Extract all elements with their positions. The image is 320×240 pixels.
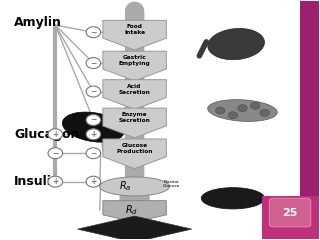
FancyArrowPatch shape — [199, 42, 206, 56]
Circle shape — [260, 109, 269, 116]
Text: Gastric
Emptying: Gastric Emptying — [119, 55, 150, 66]
FancyBboxPatch shape — [300, 1, 320, 239]
Circle shape — [86, 148, 101, 159]
Ellipse shape — [208, 29, 264, 60]
FancyBboxPatch shape — [261, 196, 319, 239]
Text: −: − — [90, 59, 97, 68]
Circle shape — [238, 105, 247, 112]
Circle shape — [86, 27, 101, 38]
Polygon shape — [103, 201, 166, 222]
Circle shape — [48, 129, 63, 140]
Text: Glucagon: Glucagon — [14, 128, 79, 141]
Text: Acid
Secretion: Acid Secretion — [119, 84, 150, 95]
Text: 25: 25 — [282, 208, 298, 217]
Circle shape — [86, 129, 101, 140]
Polygon shape — [77, 216, 192, 240]
Polygon shape — [103, 108, 166, 138]
Text: +: + — [52, 177, 59, 186]
Text: Plasma
Glucose: Plasma Glucose — [163, 180, 180, 188]
Text: −: − — [90, 115, 97, 125]
Polygon shape — [103, 51, 166, 81]
Text: Glucose
Production: Glucose Production — [116, 143, 153, 154]
Polygon shape — [103, 80, 166, 109]
Text: Food
Intake: Food Intake — [124, 24, 145, 35]
Text: Amylin: Amylin — [14, 16, 62, 29]
Circle shape — [86, 114, 101, 126]
Text: +: + — [52, 130, 59, 139]
Text: +: + — [90, 130, 97, 139]
Circle shape — [228, 112, 238, 119]
Text: −: − — [90, 149, 97, 158]
Ellipse shape — [62, 112, 124, 142]
Ellipse shape — [201, 188, 265, 209]
Text: +: + — [90, 177, 97, 186]
Text: Insulin: Insulin — [14, 175, 61, 188]
Circle shape — [215, 107, 225, 114]
Text: −: − — [90, 87, 97, 96]
Circle shape — [86, 176, 101, 187]
Text: −: − — [90, 28, 97, 37]
Circle shape — [86, 86, 101, 97]
Text: $R_a$: $R_a$ — [119, 180, 131, 193]
Ellipse shape — [100, 177, 170, 196]
Polygon shape — [103, 139, 166, 169]
Polygon shape — [103, 20, 166, 50]
Circle shape — [48, 176, 63, 187]
Text: $R_d$: $R_d$ — [125, 203, 138, 217]
Circle shape — [86, 58, 101, 69]
Text: Enzyme
Secretion: Enzyme Secretion — [119, 112, 150, 123]
Circle shape — [48, 148, 63, 159]
FancyBboxPatch shape — [269, 198, 311, 227]
Circle shape — [251, 102, 260, 109]
Ellipse shape — [208, 100, 277, 121]
Text: −: − — [52, 149, 59, 158]
